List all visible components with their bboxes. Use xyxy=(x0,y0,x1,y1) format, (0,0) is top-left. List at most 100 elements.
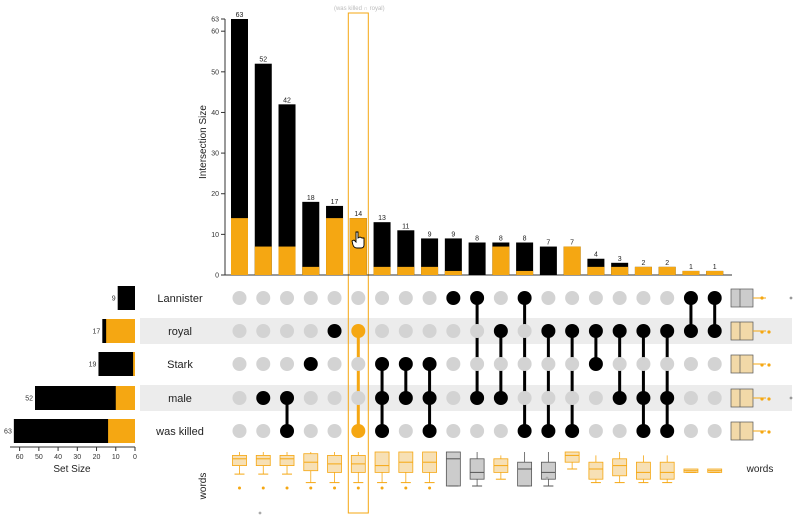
set-selection-bar xyxy=(106,319,135,343)
set-attribute-boxplots xyxy=(730,288,793,441)
set-size-label: 63 xyxy=(4,429,12,436)
row-stripes xyxy=(140,318,792,411)
boxplot-box xyxy=(636,461,651,480)
matrix-dot-empty xyxy=(303,291,318,305)
selection-bar xyxy=(278,246,296,275)
selection-bar xyxy=(421,266,439,275)
matrix-dot-empty xyxy=(327,357,342,371)
matrix-dot-empty xyxy=(422,324,437,338)
matrix-dot-empty xyxy=(707,391,722,405)
intersection-bar xyxy=(516,242,534,275)
matrix-dot-filled xyxy=(398,357,413,371)
boxplot-outlier xyxy=(285,486,289,490)
matrix-dot-empty xyxy=(683,391,698,405)
matrix-dot-empty xyxy=(256,291,271,305)
intersection-count-label: 9 xyxy=(428,231,432,238)
matrix-dot-filled xyxy=(636,324,651,338)
boxplot-outlier xyxy=(309,486,313,490)
boxplot-outlier xyxy=(238,486,241,490)
matrix-dot-filled xyxy=(541,424,556,438)
matrix-dot-filled xyxy=(327,324,342,338)
matrix-dot-filled xyxy=(565,424,580,438)
set-boxplot-outlier xyxy=(789,396,793,400)
y-tick-label: 20 xyxy=(211,191,219,198)
matrix-dot-empty xyxy=(493,291,508,305)
selection-bar xyxy=(231,218,248,275)
matrix-dot-filled xyxy=(683,291,698,305)
matrix-dot-empty xyxy=(375,291,390,305)
set-label: Lannister xyxy=(157,293,203,305)
intersection-count-label: 7 xyxy=(570,240,574,247)
intersection-count-label: 13 xyxy=(378,215,386,222)
matrix-dot-empty xyxy=(565,291,580,305)
matrix-dot-empty xyxy=(636,291,651,305)
matrix-dot-empty xyxy=(303,424,318,438)
intersection-count-label: 2 xyxy=(641,260,645,267)
matrix-dot-filled xyxy=(470,291,485,305)
boxplot-box xyxy=(469,458,485,480)
matrix-dot-filled xyxy=(470,391,485,405)
intersection-bar xyxy=(302,201,320,275)
matrix-dot-empty xyxy=(327,291,342,305)
matrix-dot-empty xyxy=(446,357,461,371)
boxplot-box xyxy=(445,451,461,487)
intersection-count-label: 4 xyxy=(594,252,598,259)
matrix-dot-empty xyxy=(280,357,295,371)
matrix-dot-filled xyxy=(636,424,651,438)
intersection-count-label: 7 xyxy=(546,240,550,247)
set-selection-bar xyxy=(108,419,135,443)
matrix-dot-empty xyxy=(541,391,556,405)
intersection-count-label: 1 xyxy=(689,264,693,271)
hand-cursor-shape xyxy=(351,231,365,249)
intersection-matrix xyxy=(232,291,722,438)
y-tick-label: 60 xyxy=(211,29,219,36)
matrix-dot-filled xyxy=(493,391,508,405)
matrix-dot-filled xyxy=(588,357,603,371)
set-size-label: 19 xyxy=(89,362,97,369)
set-axis-tick-label: 0 xyxy=(133,454,137,461)
set-boxplot-outlier xyxy=(767,397,771,401)
intersection-count-label: 2 xyxy=(665,260,669,267)
intersection-bar xyxy=(373,222,391,275)
set-boxplot-box xyxy=(730,421,754,441)
boxplot-outlier xyxy=(356,486,360,490)
intersection-axis-title: Intersection Size xyxy=(198,105,209,179)
set-boxplot-outlier xyxy=(767,363,771,367)
intersection-count-label: 52 xyxy=(259,57,267,64)
intersection-count-label: 1 xyxy=(713,264,717,271)
matrix-dot-empty xyxy=(446,424,461,438)
set-size-label: 9 xyxy=(112,296,116,303)
selection-bar xyxy=(587,266,605,275)
attribute-label-right: words xyxy=(746,464,774,475)
intersection-bar xyxy=(444,238,462,275)
hover-label: (was killed ∩ royal) xyxy=(334,6,385,12)
selection-bar xyxy=(516,270,534,275)
matrix-dot-filled xyxy=(707,291,722,305)
set-axis-tick-label: 30 xyxy=(73,454,81,461)
set-size-axis: 60 50 40 30 20 10 0 xyxy=(10,446,137,461)
matrix-dot-filled xyxy=(351,424,366,438)
boxplot-box xyxy=(588,461,604,480)
matrix-dot-empty xyxy=(303,391,318,405)
matrix-dot-empty xyxy=(565,357,580,371)
matrix-dot-filled xyxy=(541,324,556,338)
boxplot-box xyxy=(374,451,390,473)
selection-bar xyxy=(563,246,581,275)
matrix-dot-filled xyxy=(280,424,295,438)
matrix-dot-empty xyxy=(351,357,366,371)
matrix-dot-empty xyxy=(565,391,580,405)
intersection-count-label: 8 xyxy=(499,235,503,242)
matrix-dot-filled xyxy=(375,357,390,371)
set-label: male xyxy=(168,393,192,405)
matrix-dot-filled xyxy=(375,424,390,438)
matrix-dot-empty xyxy=(470,357,485,371)
set-boxplot-box xyxy=(730,388,754,408)
matrix-dot-filled xyxy=(398,391,413,405)
selection-bar xyxy=(492,246,510,275)
set-axis-tick-label: 60 xyxy=(16,454,24,461)
matrix-dot-filled xyxy=(280,391,295,405)
boxplot-outlier xyxy=(380,486,384,490)
set-size-axis-title: Set Size xyxy=(53,464,91,475)
matrix-dot-empty xyxy=(588,291,603,305)
